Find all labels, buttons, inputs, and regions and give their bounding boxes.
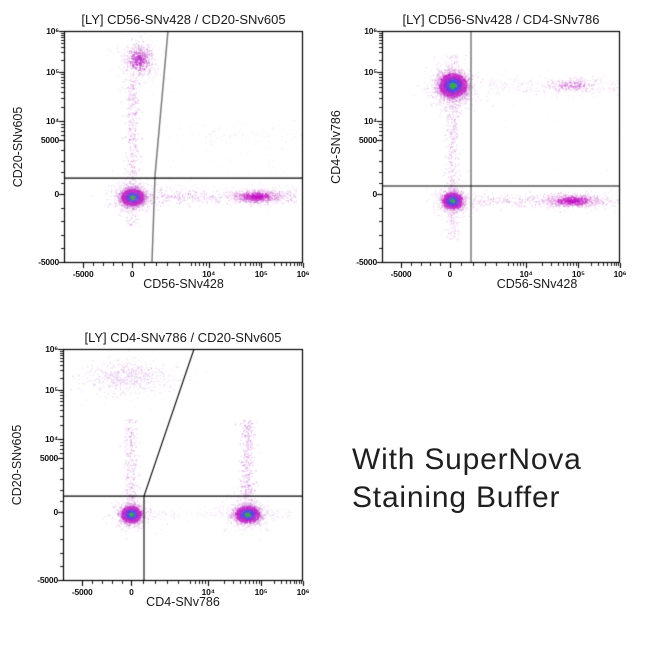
y-axis-label: CD20-SNv605 (10, 424, 24, 506)
x-axis-tick-label: -5000 (390, 269, 412, 279)
plot-title: [LY] CD56-SNv428 / CD20-SNv605 (81, 12, 286, 27)
y-axis-tick-label: 10⁵ (46, 67, 59, 78)
y-axis-tick-label: 10⁴ (45, 116, 59, 127)
y-axis-tick-label: -5000 (38, 256, 59, 267)
scatter-canvas (374, 29, 624, 273)
plot-title: [LY] CD4-SNv786 / CD20-SNv605 (84, 330, 282, 345)
scatter-canvas (56, 29, 307, 273)
y-axis-tick-label: 10⁵ (45, 385, 58, 396)
plot-title: [LY] CD56-SNv428 / CD4-SNv786 (402, 12, 600, 27)
y-axis-tick-label: 10⁴ (44, 434, 58, 445)
caption-line2: Staining Buffer (352, 481, 561, 514)
x-axis-tick-label: 10⁵ (571, 269, 585, 279)
x-axis-tick-label: 10⁵ (254, 269, 268, 279)
y-axis-label: CD20-SNv605 (11, 106, 25, 188)
x-axis-tick-label: 10⁶ (296, 269, 310, 279)
x-axis-tick-label: 0 (129, 587, 134, 597)
y-axis-tick-label: 5000 (358, 134, 377, 145)
y-axis-tick-label: -5000 (356, 256, 377, 267)
caption: With SuperNova Staining Buffer (352, 441, 582, 517)
x-axis-tick-label: 10⁵ (254, 587, 268, 597)
y-axis-tick-label: 10⁵ (364, 67, 377, 78)
x-axis-tick-label: 10⁴ (202, 269, 216, 279)
x-axis-tick-label: -5000 (71, 587, 93, 597)
y-axis-tick-label: 10⁴ (363, 116, 377, 127)
y-axis-tick-label: -5000 (37, 574, 58, 585)
scatter-canvas (55, 347, 307, 591)
x-axis-label: CD56-SNv428 (496, 277, 578, 291)
y-axis-tick-label: 10⁶ (364, 26, 377, 36)
x-axis-tick-label: 0 (129, 269, 135, 279)
x-axis-tick-label: -5000 (72, 269, 94, 279)
y-axis-tick-label: 10⁶ (45, 344, 58, 354)
y-axis-label: CD4-SNv786 (329, 110, 343, 184)
caption-line1: With SuperNova (352, 443, 582, 476)
x-axis-label: CD4-SNv786 (146, 595, 220, 609)
x-axis-tick-label: 10⁶ (613, 269, 627, 279)
x-axis-tick-label: 10⁴ (519, 269, 533, 279)
x-axis-label: CD56-SNv428 (143, 277, 224, 291)
x-axis-tick-label: 10⁴ (201, 587, 215, 597)
y-axis-tick-label: 10⁶ (46, 26, 59, 36)
y-axis-tick-label: 5000 (39, 452, 58, 463)
x-axis-tick-label: 10⁶ (296, 587, 310, 597)
x-axis-tick-label: 0 (447, 269, 453, 279)
y-axis-tick-label: 5000 (40, 134, 59, 145)
